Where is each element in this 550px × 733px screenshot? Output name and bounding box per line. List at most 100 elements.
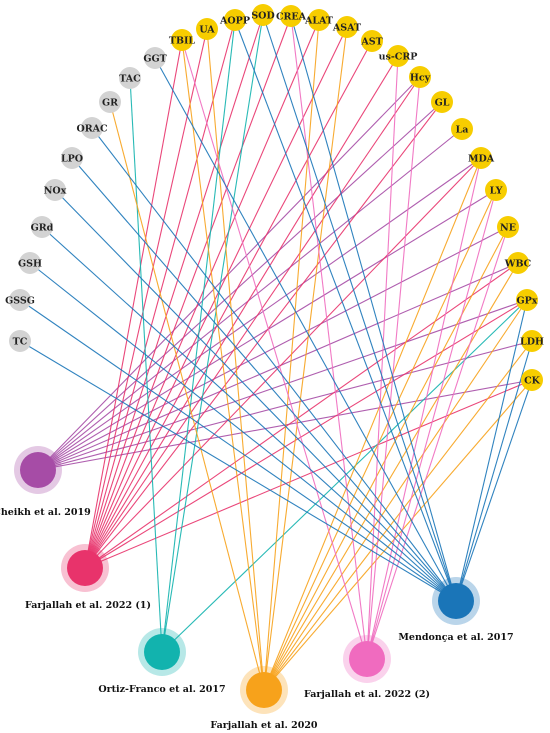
biomarker-node-ALAT[interactable]: ALAT xyxy=(304,9,333,31)
biomarker-circle xyxy=(119,67,141,89)
edge-farjallah2022a-ASAT xyxy=(84,26,348,569)
edge-farjallah2020-NE xyxy=(263,226,509,691)
biomarker-label: ORAC xyxy=(76,124,108,135)
biomarker-node-GL[interactable]: GL xyxy=(431,91,453,113)
edge-cheikh2019-MDA xyxy=(37,157,482,471)
biomarker-node-ASAT[interactable]: ASAT xyxy=(332,16,361,38)
biomarker-node-MDA[interactable]: MDA xyxy=(468,147,495,169)
biomarker-node-GSSG[interactable]: GSSG xyxy=(5,289,35,311)
biomarker-node-AOPP[interactable]: AOPP xyxy=(219,9,250,31)
biomarker-label: SOD xyxy=(251,11,274,22)
biomarker-label: LY xyxy=(490,186,503,197)
biomarker-node-SOD[interactable]: SOD xyxy=(251,4,275,26)
biomarker-node-LY[interactable]: LY xyxy=(485,179,507,201)
study-node-mendonca2017[interactable]: Mendonça et al. 2017 xyxy=(398,577,514,643)
edge-farjallah2020-CK xyxy=(263,379,533,691)
biomarker-label: LPO xyxy=(61,154,83,165)
biomarker-node-NOx[interactable]: NOx xyxy=(44,179,67,201)
edge-farjallah2022a-usCRP xyxy=(84,55,399,569)
biomarker-node-GSH[interactable]: GSH xyxy=(18,252,42,274)
edge-farjallah2022b-TBIL xyxy=(181,39,368,660)
edge-farjallah2020-GPx xyxy=(263,299,528,691)
edge-farjallah2022a-TBIL xyxy=(84,39,183,569)
biomarker-label: MDA xyxy=(468,154,495,165)
biomarker-label: LDH xyxy=(520,337,544,348)
study-circle xyxy=(246,672,282,708)
study-node-farjallah2020[interactable]: Farjallah et al. 2020 xyxy=(210,666,318,731)
edge-mendonca2017-NOx xyxy=(54,189,457,602)
study-label: Farjallah et al. 2022 (2) xyxy=(304,689,430,700)
biomarker-circle xyxy=(308,9,330,31)
biomarker-label: us-CRP xyxy=(379,52,418,63)
biomarker-node-TBIL[interactable]: TBIL xyxy=(169,29,196,51)
biomarker-circle xyxy=(361,30,383,52)
study-circle xyxy=(20,452,56,488)
biomarker-label: UA xyxy=(199,25,215,36)
biomarker-node-LPO[interactable]: LPO xyxy=(61,147,83,169)
biomarker-label: AST xyxy=(360,37,382,48)
study-label: Ortiz-Franco et al. 2017 xyxy=(98,684,225,695)
biomarker-label: ASAT xyxy=(332,23,361,34)
edge-cheikh2019-LDH xyxy=(37,340,533,471)
edge-farjallah2020-ALAT xyxy=(263,19,320,691)
biomarker-node-CK[interactable]: CK xyxy=(521,369,543,391)
study-circle xyxy=(349,641,385,677)
biomarker-circle xyxy=(516,289,538,311)
edge-cheikh2019-GL xyxy=(37,101,443,471)
study-nodes-layer: Cheikh et al. 2019 Farjallah et al. 2022 … xyxy=(0,446,514,731)
edge-farjallah2020-MDA xyxy=(263,157,482,691)
edge-farjallah2020-ASAT xyxy=(263,26,348,691)
edge-cheikh2019-WBC xyxy=(37,262,519,471)
edge-farjallah2022b-NE xyxy=(366,226,509,660)
biomarker-node-GR[interactable]: GR xyxy=(99,91,121,113)
biomarker-node-CREA[interactable]: CREA xyxy=(276,5,307,27)
edge-farjallah2022a-GL xyxy=(84,101,443,569)
edge-farjallah2022b-MDA xyxy=(366,157,482,660)
biomarker-circle xyxy=(521,369,543,391)
biomarker-node-WBC[interactable]: WBC xyxy=(504,252,532,274)
biomarker-node-GPx[interactable]: GPx xyxy=(516,289,538,311)
biomarker-circle xyxy=(81,117,103,139)
biomarker-node-TC[interactable]: TC xyxy=(9,330,31,352)
edge-farjallah2022a-ALAT xyxy=(84,19,320,569)
edge-farjallah2020-LY xyxy=(263,189,497,691)
biomarker-node-ORAC[interactable]: ORAC xyxy=(76,117,108,139)
biomarker-circle xyxy=(507,252,529,274)
biomarker-label: WBC xyxy=(504,259,532,270)
study-circle xyxy=(67,550,103,586)
study-node-farjallah2022b[interactable]: Farjallah et al. 2022 (2) xyxy=(304,635,430,700)
edge-farjallah2020-UA xyxy=(206,28,265,691)
biomarker-node-NE[interactable]: NE xyxy=(497,216,519,238)
biomarker-label: GL xyxy=(435,98,450,109)
biomarker-node-AST[interactable]: AST xyxy=(360,30,383,52)
study-label: Farjallah et al. 2020 xyxy=(210,720,318,731)
biomarker-circle xyxy=(9,330,31,352)
biomarker-label: TAC xyxy=(119,74,141,85)
edge-mendonca2017-SOD xyxy=(262,14,457,602)
biomarker-label: TC xyxy=(13,337,28,348)
biomarker-circle xyxy=(44,179,66,201)
biomarker-label: GPx xyxy=(517,296,538,307)
biomarker-node-LDH[interactable]: LDH xyxy=(520,330,544,352)
biomarker-circle xyxy=(280,5,302,27)
biomarker-label: Hcy xyxy=(410,73,431,84)
biomarker-node-usCRP[interactable]: us-CRP xyxy=(379,45,418,67)
biomarker-node-GRd[interactable]: GRd xyxy=(31,216,54,238)
biomarker-label: GRd xyxy=(31,223,54,234)
study-node-farjallah2022a[interactable]: Farjallah et al. 2022 (1) xyxy=(25,544,151,611)
edge-mendonca2017-AOPP xyxy=(234,19,457,602)
study-node-cheikh2019[interactable]: Cheikh et al. 2019 xyxy=(0,446,91,518)
edge-farjallah2022a-MDA xyxy=(84,157,482,569)
edge-farjallah2022a-SOD xyxy=(84,14,264,569)
biomarker-circle xyxy=(19,252,41,274)
biomarker-node-UA[interactable]: UA xyxy=(196,18,218,40)
biomarker-node-La[interactable]: La xyxy=(451,118,473,140)
biomarker-node-TAC[interactable]: TAC xyxy=(119,67,141,89)
edge-ortiz2017-GPx xyxy=(161,299,528,653)
biomarker-node-GGT[interactable]: GGT xyxy=(143,47,167,69)
biomarker-node-Hcy[interactable]: Hcy xyxy=(409,66,431,88)
study-node-ortiz2017[interactable]: Ortiz-Franco et al. 2017 xyxy=(98,628,226,695)
edge-farjallah2020-LDH xyxy=(263,340,533,691)
edge-farjallah2022b-Hcy xyxy=(366,76,421,660)
